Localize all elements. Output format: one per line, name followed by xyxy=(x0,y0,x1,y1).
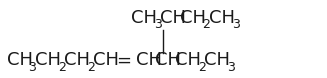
Text: CH: CH xyxy=(204,51,230,69)
Text: =: = xyxy=(116,51,131,69)
Text: 3: 3 xyxy=(227,61,235,74)
Text: CH: CH xyxy=(131,9,157,27)
Text: 2: 2 xyxy=(58,61,65,74)
Text: CH: CH xyxy=(209,9,235,27)
Text: 3: 3 xyxy=(154,18,162,31)
Text: CH: CH xyxy=(64,51,90,69)
Text: CH: CH xyxy=(175,51,201,69)
Text: CH: CH xyxy=(94,51,119,69)
Text: 3: 3 xyxy=(28,61,36,74)
Text: CH: CH xyxy=(7,51,33,69)
Text: CH: CH xyxy=(160,9,186,27)
Text: 2: 2 xyxy=(202,18,211,31)
Text: CH: CH xyxy=(136,51,162,69)
Text: CH: CH xyxy=(155,51,181,69)
Text: CH: CH xyxy=(180,9,206,27)
Text: 3: 3 xyxy=(232,18,240,31)
Text: 2: 2 xyxy=(87,61,95,74)
Text: 2: 2 xyxy=(198,61,206,74)
Text: CH: CH xyxy=(35,51,61,69)
